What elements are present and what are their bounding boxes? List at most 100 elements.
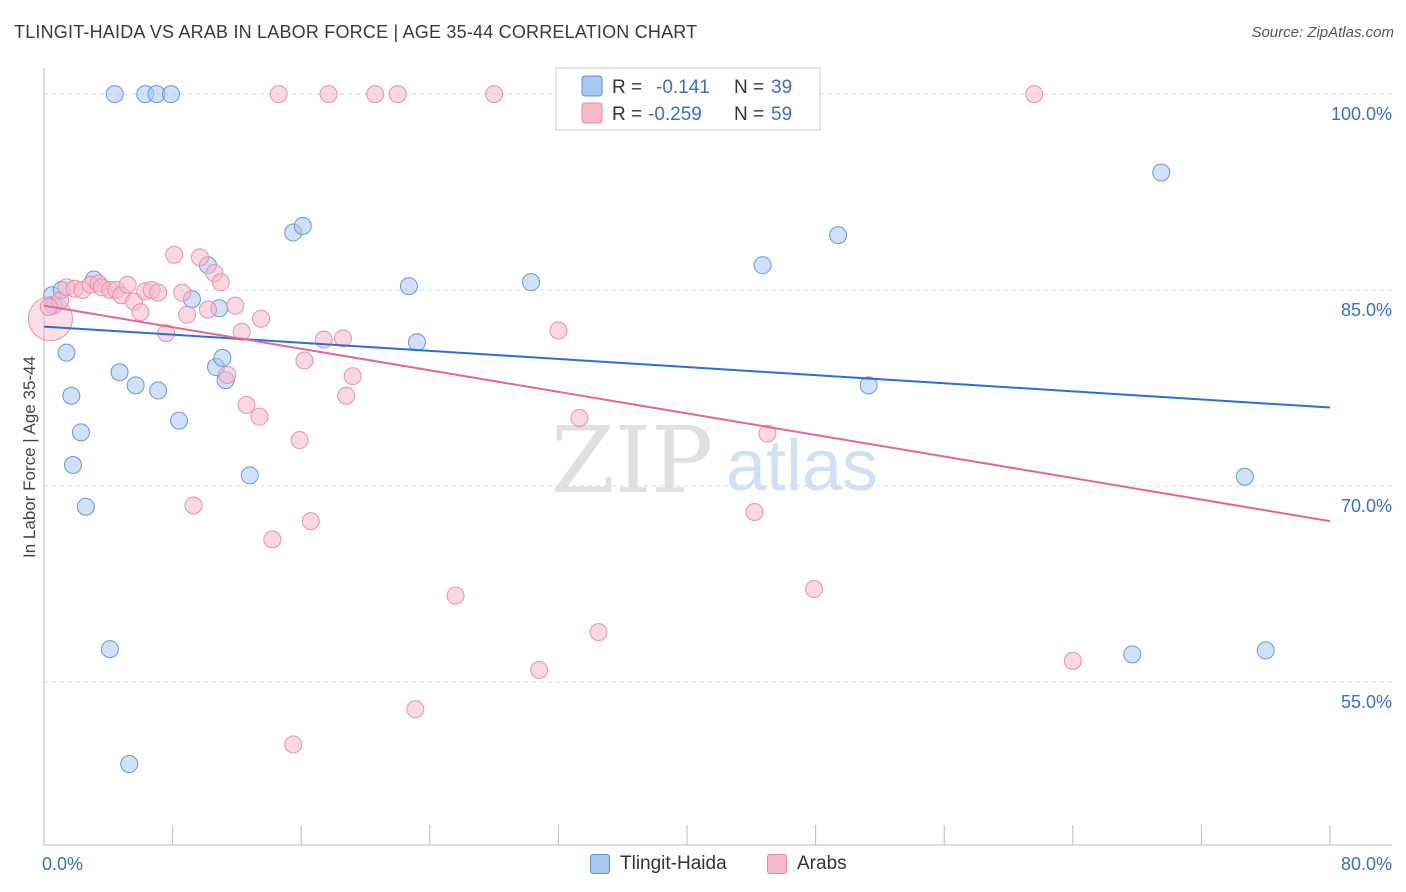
- point-arabs: [388, 85, 407, 104]
- point-arabs: [198, 300, 217, 319]
- legend-r-value-1: -0.141: [656, 77, 710, 98]
- legend-bottom: Tlingit-Haida Arabs: [0, 850, 1406, 880]
- legend-item-tlingit-haida: Tlingit-Haida: [590, 853, 727, 875]
- y-axis-label: In Labor Force | Age 35-44: [20, 356, 39, 558]
- point-arabs: [549, 321, 568, 340]
- source-label: Source: ZipAtlas.com: [1251, 24, 1394, 41]
- point-arabs: [218, 365, 237, 384]
- legend-item-arabs: Arabs: [767, 853, 847, 875]
- gridlines: [44, 93, 1392, 683]
- point-tlingit-haida: [120, 755, 139, 774]
- point-arabs: [284, 735, 303, 754]
- data-points: [27, 85, 1275, 774]
- legend-n-label-2: N =: [734, 104, 764, 125]
- point-tlingit-haida: [71, 423, 90, 442]
- point-tlingit-haida: [407, 333, 426, 352]
- point-arabs: [745, 503, 764, 521]
- point-arabs: [1025, 85, 1044, 104]
- point-tlingit-haida: [213, 348, 232, 367]
- legend-n-value-2: 59: [771, 104, 792, 125]
- point-arabs: [178, 305, 197, 324]
- point-arabs: [237, 395, 256, 414]
- legend-r-label-1: R =: [612, 77, 642, 98]
- point-arabs: [366, 85, 385, 104]
- point-arabs: [485, 85, 504, 104]
- point-tlingit-haida: [293, 217, 312, 236]
- legend-label-tlingit-haida: Tlingit-Haida: [620, 853, 727, 874]
- trend-lines: [43, 304, 1331, 523]
- point-arabs: [446, 586, 465, 605]
- legend-swatch-arabs: [581, 102, 603, 124]
- x-tick-label: 0.0%: [42, 854, 83, 874]
- point-arabs: [190, 248, 209, 267]
- point-tlingit-haida: [859, 376, 878, 395]
- trend-line-tlingit-haida: [43, 325, 1331, 409]
- point-tlingit-haida: [63, 455, 82, 474]
- point-arabs: [211, 273, 230, 292]
- chart-title: TLINGIT-HAIDA VS ARAB IN LABOR FORCE | A…: [14, 22, 698, 42]
- point-arabs: [226, 296, 245, 315]
- point-tlingit-haida: [240, 466, 259, 485]
- point-tlingit-haida: [1152, 163, 1171, 182]
- point-tlingit-haida: [149, 381, 168, 400]
- point-tlingit-haida: [170, 411, 189, 430]
- point-arabs: [184, 496, 203, 515]
- point-tlingit-haida: [522, 273, 541, 292]
- point-arabs: [319, 85, 338, 104]
- point-tlingit-haida: [1123, 645, 1142, 664]
- point-tlingit-haida: [1256, 641, 1275, 660]
- point-arabs: [290, 431, 309, 450]
- point-arabs: [295, 351, 314, 370]
- y-tick-labels: 55.0% 70.0% 85.0% 100.0%: [1331, 104, 1392, 712]
- point-arabs: [314, 330, 333, 349]
- point-arabs: [269, 85, 288, 104]
- point-arabs: [131, 303, 150, 322]
- legend-n-label-1: N =: [734, 77, 764, 98]
- point-arabs: [406, 700, 425, 719]
- point-tlingit-haida: [161, 85, 180, 104]
- legend-r-value-2: -0.259: [648, 104, 702, 125]
- point-arabs: [149, 283, 168, 302]
- point-arabs: [343, 367, 362, 386]
- legend-top: R = -0.141 N = 39 R = -0.259 N = 59: [555, 67, 821, 131]
- legend-swatch-tlingit-haida: [581, 75, 603, 97]
- point-arabs: [301, 512, 320, 531]
- legend-swatch-arabs-bottom: [767, 854, 787, 874]
- x-tick-label: 80.0%: [1341, 854, 1392, 874]
- point-tlingit-haida: [100, 640, 119, 659]
- point-arabs: [530, 661, 549, 680]
- point-tlingit-haida: [57, 343, 76, 362]
- point-arabs: [589, 623, 608, 642]
- y-tick-label: 85.0%: [1341, 300, 1392, 320]
- point-tlingit-haida: [829, 226, 848, 245]
- point-tlingit-haida: [105, 85, 124, 104]
- point-arabs: [333, 329, 352, 348]
- y-tick-label: 100.0%: [1331, 104, 1392, 124]
- point-arabs: [1063, 651, 1082, 670]
- legend-swatch-tlingit-haida-bottom: [590, 854, 610, 874]
- point-tlingit-haida: [126, 376, 145, 395]
- y-tick-label: 55.0%: [1341, 692, 1392, 712]
- x-tick-labels: 0.0% 80.0%: [42, 854, 1392, 874]
- point-arabs: [337, 386, 356, 405]
- point-tlingit-haida: [1235, 467, 1254, 486]
- point-tlingit-haida: [62, 386, 81, 405]
- axes: [43, 68, 1392, 846]
- point-tlingit-haida: [76, 497, 95, 516]
- point-arabs: [250, 407, 269, 426]
- point-arabs: [252, 309, 271, 328]
- trend-line-arabs: [43, 304, 1331, 523]
- watermark-atlas: atlas: [726, 426, 878, 506]
- point-arabs: [263, 530, 282, 549]
- point-arabs: [232, 322, 251, 341]
- point-arabs: [570, 408, 589, 427]
- legend-n-value-1: 39: [771, 77, 792, 98]
- point-arabs: [118, 275, 137, 294]
- point-arabs: [173, 283, 192, 302]
- point-arabs: [804, 580, 823, 599]
- point-tlingit-haida: [110, 363, 129, 382]
- point-arabs: [758, 424, 777, 443]
- legend-r-label-2: R =: [612, 104, 642, 125]
- legend-label-arabs: Arabs: [797, 853, 847, 874]
